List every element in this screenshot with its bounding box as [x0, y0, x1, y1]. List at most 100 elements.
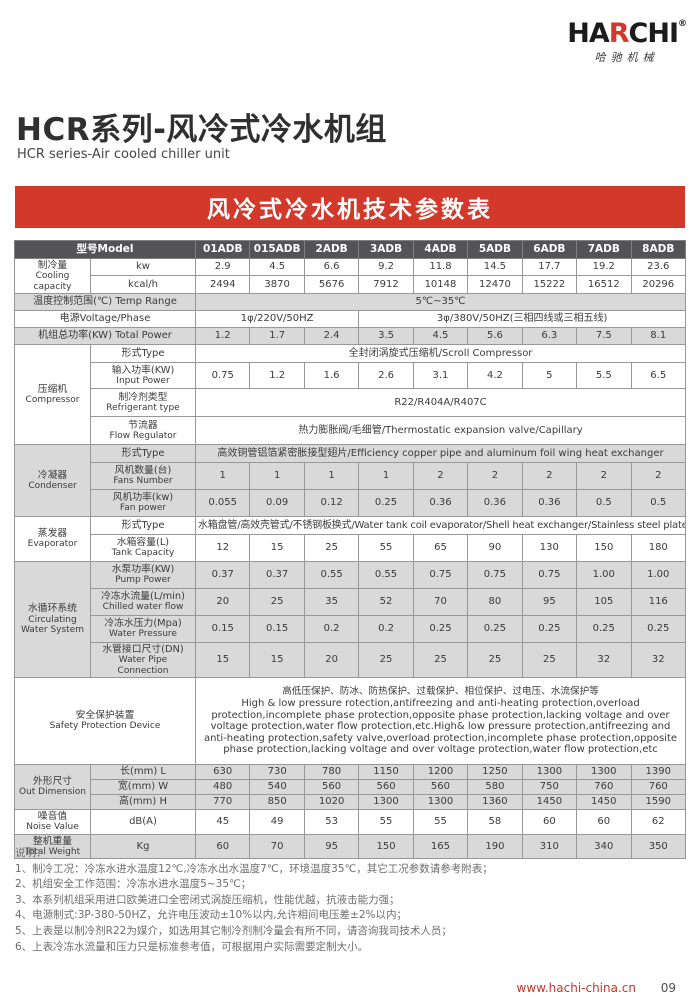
model-name-cell: 8ADB: [630, 240, 686, 259]
pipe-connection-label: 水管接口尺寸(DN) Water Pipe Connection: [90, 641, 196, 678]
safety-section-label: 安全保护装置 Safety Protection Device: [14, 676, 196, 765]
footer-website-link[interactable]: www.hachi-china.cn: [516, 981, 637, 995]
model-name-cell: 7ADB: [576, 240, 632, 259]
cooling-kw-cell: 4.5: [249, 257, 305, 277]
fans-number-cell: 2: [521, 461, 578, 490]
pipe-connection-cell: 15: [194, 641, 251, 678]
page-title: HCR系列-风冷式冷水机组: [16, 112, 387, 148]
logo-chi: CHI: [628, 18, 679, 49]
weight-cell: 60: [194, 833, 251, 860]
note-item: 6、上表冷冻水流量和压力只是标准参考值，可根据用户实际需要定制大小。: [15, 940, 369, 953]
condenser-type-value: 高效铜管铝箔紧密胀接型翅片/Efficiency copper pipe and…: [195, 443, 686, 463]
weight-cell: 310: [521, 833, 578, 860]
noise-cell: 55: [412, 808, 469, 835]
noise-cell: 49: [249, 808, 305, 835]
pipe-connection-cell: 15: [249, 641, 305, 678]
banner-title: 风冷式冷水机技术参数表: [207, 197, 493, 223]
height-cell: 1590: [630, 793, 686, 810]
row-pump-power: 水循环系统 Circulating Water System 水泵功率(KW) Pum…: [14, 560, 686, 678]
model-name-cell: 015ADB: [249, 240, 305, 259]
note-item: 3、本系列机组采用进口欧美进口全密闭式涡旋压缩机，性能优越，抗液击能力强；: [15, 893, 400, 906]
input-power-cell: 5: [521, 361, 578, 389]
pipe-connection-cell: 25: [412, 641, 469, 678]
length-cell: 1150: [358, 763, 414, 780]
logo-chinese-name: 哈驰机械: [594, 51, 659, 64]
row-condenser-type: 冷凝器 Condenser 形式Type 高效铜管铝箔紧密胀接型翅片/Effici…: [14, 443, 686, 517]
evaporator-type-label: 形式Type: [90, 515, 196, 535]
compressor-section-label: 压缩机 Compressor: [14, 343, 91, 445]
row-weight: 整机重量 Total Weight Kg 60 70 95 150 165 190 310 34…: [14, 833, 686, 860]
tank-capacity-cell: 90: [467, 533, 523, 562]
row-dimension-l: 外形尺寸 Out Dimension 长(mm) L 630 730 780 1150 1…: [14, 763, 686, 810]
harchi-logo: HARCHI® 哈驰机械: [567, 18, 687, 65]
fans-number-label: 风机数量(台) Fans Number: [90, 461, 196, 490]
chilled-water-flow-cell: 20: [194, 587, 251, 616]
height-cell: 1020: [303, 793, 360, 810]
pump-power-cell: 0.75: [467, 560, 523, 589]
chilled-water-flow-cell: 52: [358, 587, 414, 616]
weight-cell: 350: [630, 833, 686, 860]
pump-power-cell: 1.00: [576, 560, 632, 589]
water-pressure-cell: 0.15: [194, 614, 251, 643]
temp-range-value: 5℃~35℃: [195, 292, 686, 311]
condenser-type-label: 形式Type: [90, 443, 196, 463]
tank-capacity-cell: 12: [194, 533, 251, 562]
total-power-label: 机组总功率(KW) Total Power: [14, 326, 196, 345]
three-phase-value: 3φ/380V/50HZ(三相四线或三相五线): [358, 309, 686, 328]
pump-power-label: 水泵功率(KW) Pump Power: [90, 560, 196, 589]
noise-cell: 53: [303, 808, 360, 835]
width-cell: 540: [249, 778, 305, 795]
cooling-kw-cell: 14.5: [467, 257, 523, 277]
row-cooling-kcal: kcal/h 2494 3870 5676 7912 10148 12470 15222 16…: [15, 275, 686, 294]
condenser-section-label: 冷凝器 Condenser: [14, 443, 91, 517]
fans-number-cell: 2: [467, 461, 523, 490]
height-cell: 850: [249, 793, 305, 810]
total-power-cell: 7.5: [576, 326, 632, 345]
row-compressor-type: 压缩机 Compressor 形式Type 全封闭涡旋式压缩机/Scroll Co…: [14, 343, 686, 445]
evaporator-type-value: 水箱盘管/高效壳管式/不锈钢板换式/Water tank coil evapor…: [195, 515, 686, 535]
chilled-water-flow-cell: 70: [412, 587, 469, 616]
chilled-water-flow-cell: 105: [576, 587, 632, 616]
total-power-cell: 1.7: [249, 326, 305, 345]
length-cell: 1200: [412, 763, 469, 780]
section-banner: 风冷式冷水机技术参数表: [15, 186, 685, 228]
row-safety: 安全保护装置 Safety Protection Device 高低压保护、防冰、…: [14, 676, 686, 765]
width-cell: 560: [358, 778, 414, 795]
cooling-kw-cell: 23.6: [630, 257, 686, 277]
total-power-cell: 1.2: [194, 326, 251, 345]
kcal-label: kcal/h: [90, 275, 196, 294]
input-power-cell: 5.5: [576, 361, 632, 389]
fan-power-cell: 0.36: [412, 488, 469, 517]
spec-table: 型号Model 01ADB 015ADB 2ADB 3ADB 4ADB 5ADB 6ADB 7…: [14, 240, 686, 860]
tank-capacity-cell: 150: [576, 533, 632, 562]
height-cell: 1450: [521, 793, 578, 810]
row-dimension-w: 宽(mm) W 480 540 560 560 560 580 750 760 760: [15, 778, 686, 795]
cooling-kw-cell: 2.9: [194, 257, 251, 277]
cooling-kw-cell: 11.8: [412, 257, 469, 277]
input-power-cell: 4.2: [467, 361, 523, 389]
temp-range-label: 温度控制范围(℃) Temp Range: [14, 292, 196, 311]
water-pressure-cell: 0.25: [412, 614, 469, 643]
water-pressure-cell: 0.15: [249, 614, 305, 643]
model-header-label: 型号Model: [14, 240, 196, 259]
weight-cell: 165: [412, 833, 469, 860]
cooling-kcal-cell: 2494: [194, 275, 251, 294]
note-item: 1、制冷工况：冷冻水进水温度12℃,冷冻水出水温度7℃，环境温度35℃，其它工况…: [15, 862, 493, 875]
model-name-cell: 5ADB: [467, 240, 523, 259]
pump-power-cell: 0.55: [358, 560, 414, 589]
row-tank-capacity: 水箱容量(L) Tank Capacity 12 15 25 55 65 90 130 150 1…: [15, 533, 686, 562]
flow-regulator-label: 节流器 Flow Regulator: [90, 415, 196, 445]
model-name-cell: 3ADB: [358, 240, 414, 259]
water-pressure-label: 冷冻水压力(Mpa) Water Pressure: [90, 614, 196, 643]
fan-power-cell: 0.055: [194, 488, 251, 517]
input-power-cell: 6.5: [630, 361, 686, 389]
total-power-cell: 2.4: [303, 326, 360, 345]
input-power-cell: 2.6: [358, 361, 414, 389]
weight-unit-label: Kg: [90, 833, 196, 860]
chilled-water-flow-cell: 25: [249, 587, 305, 616]
cooling-kcal-cell: 16512: [576, 275, 632, 294]
cooling-kcal-cell: 15222: [521, 275, 578, 294]
water-pressure-cell: 0.25: [630, 614, 686, 643]
pipe-connection-cell: 25: [467, 641, 523, 678]
